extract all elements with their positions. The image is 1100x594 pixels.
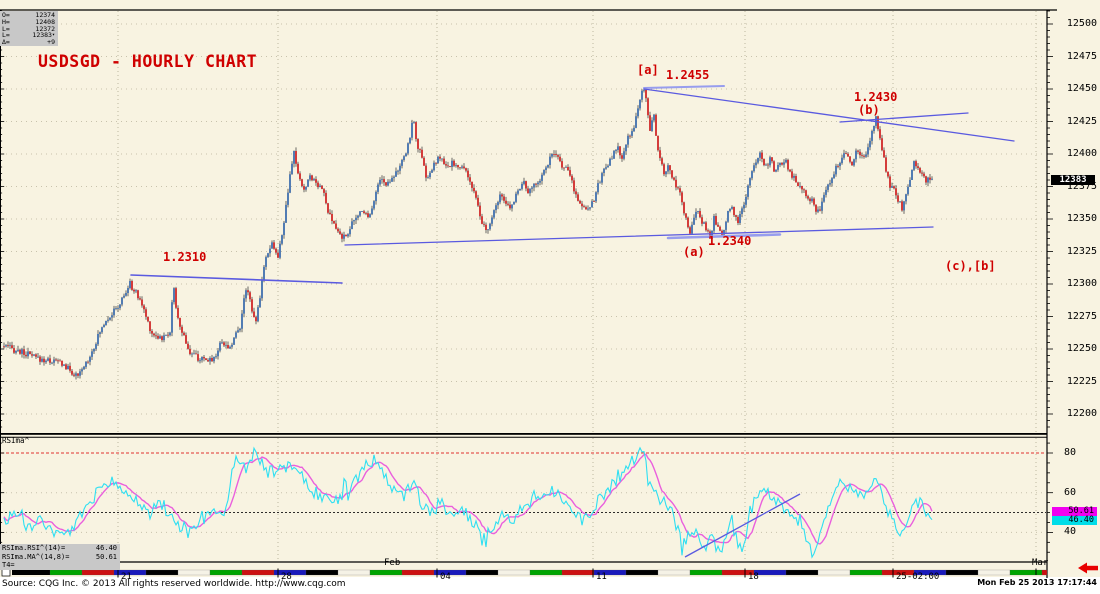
quote-value: 12372 — [35, 24, 55, 33]
quote-key: L= — [2, 31, 10, 40]
wave-annotation: (b) — [858, 103, 880, 117]
price-axis-label: 12475 — [1066, 50, 1097, 62]
month-label: Mar — [1032, 558, 1049, 568]
price-axis-label: 12250 — [1066, 343, 1097, 354]
price-axis-label: 12375 — [1066, 180, 1097, 192]
trendline — [344, 226, 934, 246]
wave-annotation: [a] — [637, 63, 659, 77]
trendlines-layer — [130, 85, 1015, 284]
price-axis-label: 12200 — [1066, 408, 1097, 419]
axis-ticks — [0, 10, 1053, 553]
wave-annotation: 1.2455 — [666, 68, 710, 82]
time-axis-label: 18 — [748, 572, 759, 582]
scroll-arrow-icon — [1078, 562, 1098, 574]
rsi-info-key: T4= — [2, 561, 15, 570]
wave-annotation: 1.2310 — [163, 250, 207, 264]
rsi-value-badge: 46.40 — [1052, 516, 1097, 525]
trendline — [666, 233, 782, 240]
price-axis-label: 12225 — [1066, 375, 1097, 387]
quote-row: H= 12408 — [0, 17, 58, 26]
quote-box: O= 12374 H= 12408 L= 12372 L= 12383▾ Δ= +9 — [0, 11, 58, 46]
time-axis-label: 21 — [121, 572, 132, 582]
time-axis-label: 04 — [440, 572, 451, 582]
rsi-line — [3, 446, 933, 559]
trendline — [839, 112, 969, 123]
rsi-info-row: RSIma.RSI^(14)= 46.40 — [0, 544, 120, 553]
price-axis-label: 12275 — [1066, 310, 1097, 322]
rsi-layer — [3, 446, 933, 559]
rsi-info-value: 46.40 — [95, 544, 117, 552]
gridlines — [1, 11, 1046, 561]
rsi-axis-label: 40 — [1064, 526, 1077, 538]
wave-annotation: 1.2340 — [708, 234, 752, 248]
month-label: Feb — [384, 558, 401, 568]
rsi-ma-line — [3, 453, 933, 545]
rsi-info-key: RSIma.MA^(14,8)= — [2, 552, 70, 561]
price-axis-label: 12325 — [1066, 245, 1097, 257]
quote-key: L= — [2, 24, 10, 33]
quote-row: Δ= +9 — [0, 39, 58, 46]
wave-annotation: (c),[b] — [945, 259, 996, 273]
price-axis-label: 12350 — [1066, 213, 1097, 224]
price-axis-label: 12500 — [1066, 18, 1097, 29]
rsi-info-row: T4= — [0, 561, 120, 570]
price-axis-label: 12450 — [1066, 83, 1097, 94]
time-axis-label: 28 — [281, 572, 292, 582]
price-axis-label: 12300 — [1066, 278, 1097, 289]
timeline-bar — [1, 568, 1048, 578]
last-price-marker-icon: ▾ — [51, 32, 55, 39]
quote-value: +9 — [47, 38, 55, 47]
rsi-trendline — [684, 493, 801, 558]
panel-borders — [0, 9, 1057, 578]
quote-value: 12383▾ — [32, 31, 55, 40]
candles-layer — [3, 87, 933, 380]
rsi-info-row: RSIma.MA^(14,8)= 50.61 — [0, 553, 120, 562]
wave-annotation: 1.2430 — [854, 90, 898, 104]
price-axis-label: 12425 — [1066, 115, 1097, 127]
rsi-axis-label: 60 — [1064, 486, 1077, 498]
rsi-info-value: 50.61 — [95, 552, 117, 561]
page-title: USDSGD - HOURLY CHART — [38, 52, 258, 71]
quote-value: 12408 — [35, 17, 55, 26]
quote-key: Δ= — [2, 38, 10, 47]
trendline — [643, 88, 1015, 142]
trendline — [643, 85, 725, 89]
source-attribution: Source: CQG Inc. © 2013 All rights reser… — [2, 579, 346, 589]
rsi-info-box: RSIma.RSI^(14)= 46.40 RSIma.MA^(14,8)= 50.6… — [0, 544, 120, 570]
price-axis-label: 12400 — [1066, 148, 1097, 159]
quote-row: O= 12374 — [0, 12, 58, 19]
quote-row: L= 12383▾ — [0, 32, 58, 39]
quote-key: O= — [2, 11, 10, 19]
quote-key: H= — [2, 17, 10, 26]
status-timestamp: Mon Feb 25 2013 17:17:44 — [977, 578, 1097, 587]
wave-annotation: (a) — [683, 245, 705, 259]
time-axis-label: 25-02:00 — [896, 572, 940, 582]
last-price-badge: 12383 — [1051, 175, 1095, 185]
rsi-ma-badge: 50.61 — [1052, 507, 1097, 516]
rsi-panel-label: RSIma^ — [2, 436, 30, 445]
rsi-axis-label: 80 — [1064, 447, 1077, 458]
quote-row: L= 12372 — [0, 24, 58, 33]
time-axis-label: 11 — [596, 572, 607, 582]
rsi-info-key: RSIma.RSI^(14)= — [2, 544, 66, 552]
quote-value: 12374 — [35, 11, 55, 19]
trendline — [130, 274, 343, 284]
